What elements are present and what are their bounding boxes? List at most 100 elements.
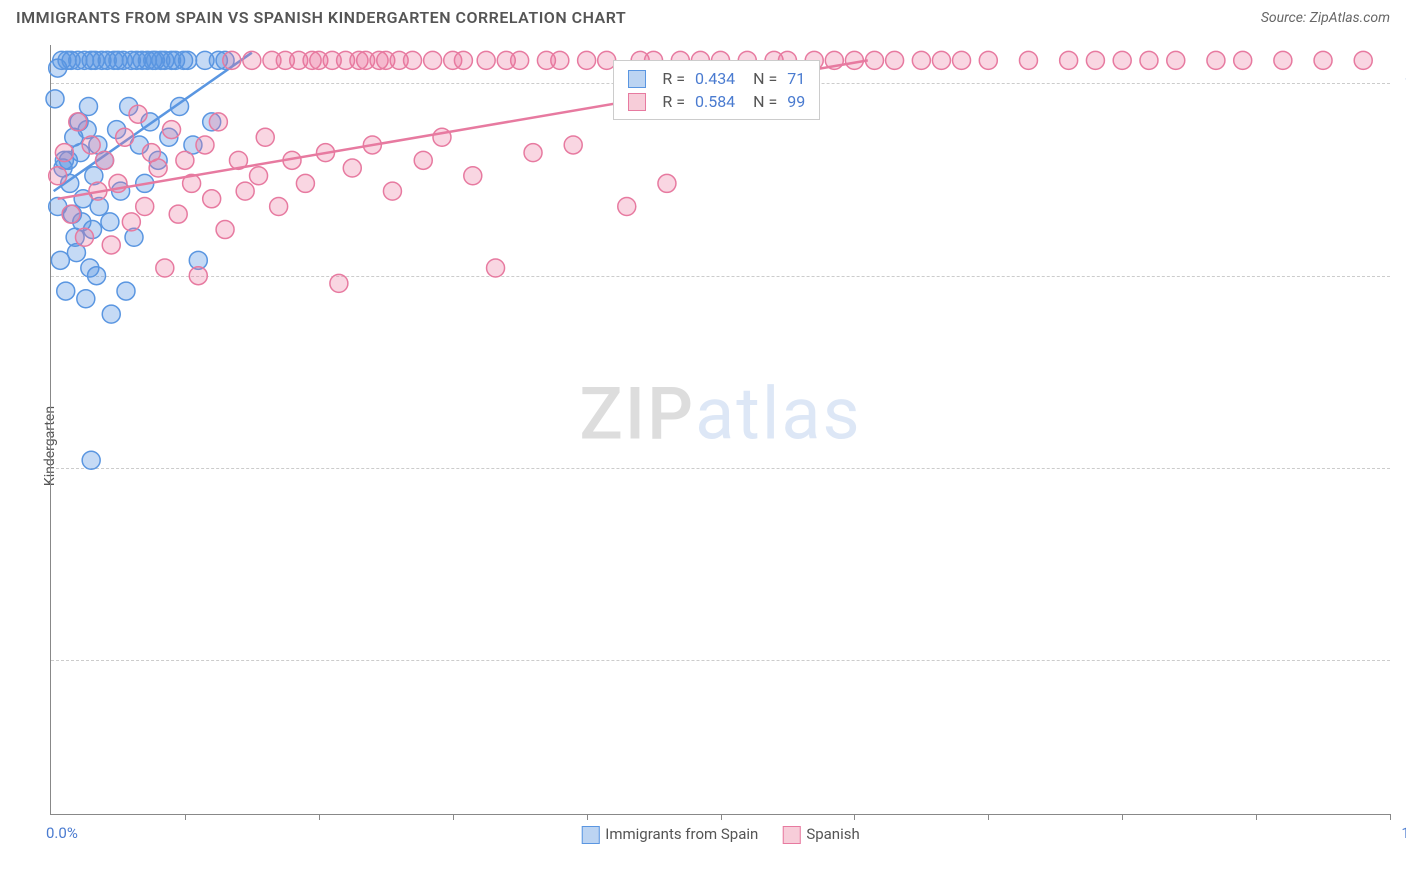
- scatter-point: [524, 144, 542, 162]
- chart-title: IMMIGRANTS FROM SPAIN VS SPANISH KINDERG…: [16, 8, 626, 27]
- scatter-point: [1019, 51, 1037, 69]
- scatter-point: [1234, 51, 1252, 69]
- scatter-point: [618, 197, 636, 215]
- legend-n-label: N =: [745, 92, 777, 111]
- x-tick: [1256, 814, 1257, 820]
- scatter-point: [511, 51, 529, 69]
- scatter-point: [578, 51, 596, 69]
- scatter-point: [953, 51, 971, 69]
- scatter-point: [256, 128, 274, 146]
- legend-n-value-immigrants: 71: [787, 69, 805, 88]
- bottom-swatch-spanish: [782, 826, 800, 844]
- scatter-point: [1314, 51, 1332, 69]
- x-tick: [587, 814, 588, 820]
- scatter-point: [82, 136, 100, 154]
- bottom-legend-item-immigrants: Immigrants from Spain: [581, 825, 758, 844]
- scatter-point: [932, 51, 950, 69]
- bottom-legend: Immigrants from Spain Spanish: [581, 825, 860, 844]
- scatter-point: [658, 174, 676, 192]
- legend-swatch-immigrants: [628, 70, 646, 88]
- scatter-point: [117, 282, 135, 300]
- legend-n-label: N =: [745, 69, 777, 88]
- y-tick-label: 95.0%: [1395, 460, 1406, 476]
- scatter-point: [96, 151, 114, 169]
- scatter-point: [296, 174, 314, 192]
- scatter-point: [979, 51, 997, 69]
- x-tick: [988, 814, 989, 820]
- scatter-point: [81, 259, 99, 277]
- x-tick: [319, 814, 320, 820]
- legend-r-label: R =: [662, 69, 685, 88]
- scatter-point: [57, 282, 75, 300]
- scatter-point: [1086, 51, 1104, 69]
- scatter-point: [551, 51, 569, 69]
- scatter-point: [886, 51, 904, 69]
- scatter-point: [236, 182, 254, 200]
- legend-swatch-spanish: [628, 93, 646, 111]
- scatter-point: [129, 105, 147, 123]
- scatter-point: [1140, 51, 1158, 69]
- scatter-point: [136, 197, 154, 215]
- scatter-point: [454, 51, 472, 69]
- scatter-point: [216, 221, 234, 239]
- x-tick: [721, 814, 722, 820]
- y-tick-label: 92.5%: [1395, 652, 1406, 668]
- scatter-point: [149, 159, 167, 177]
- y-tick-label: 100.0%: [1395, 75, 1406, 91]
- scatter-point: [179, 51, 197, 69]
- scatter-point: [75, 228, 93, 246]
- scatter-point: [414, 151, 432, 169]
- scatter-point: [1167, 51, 1185, 69]
- scatter-point: [51, 251, 69, 269]
- scatter-point: [564, 136, 582, 154]
- legend-n-value-spanish: 99: [787, 92, 805, 111]
- scatter-point: [82, 451, 100, 469]
- scatter-point: [209, 113, 227, 131]
- x-tick: [1390, 814, 1391, 820]
- scatter-point: [383, 182, 401, 200]
- scatter-point: [203, 190, 221, 208]
- scatter-point: [176, 151, 194, 169]
- scatter-point: [330, 274, 348, 292]
- scatter-point: [101, 213, 119, 231]
- scatter-point: [69, 113, 87, 131]
- scatter-svg: [51, 45, 1390, 814]
- scatter-point: [77, 290, 95, 308]
- legend-r-value-immigrants: 0.434: [695, 69, 735, 88]
- scatter-point: [865, 51, 883, 69]
- scatter-point: [1113, 51, 1131, 69]
- scatter-point: [424, 51, 442, 69]
- scatter-point: [243, 51, 261, 69]
- bottom-swatch-immigrants: [581, 826, 599, 844]
- x-tick: [185, 814, 186, 820]
- scatter-point: [464, 167, 482, 185]
- bottom-label-spanish: Spanish: [806, 825, 859, 843]
- scatter-point: [250, 167, 268, 185]
- scatter-point: [79, 98, 97, 116]
- scatter-point: [223, 51, 241, 69]
- scatter-point: [169, 205, 187, 223]
- chart-plot-area: ZIPatlas R = 0.434 N = 71 R = 0.584 N = …: [50, 45, 1390, 815]
- x-tick: [1122, 814, 1123, 820]
- scatter-point: [163, 121, 181, 139]
- scatter-point: [1207, 51, 1225, 69]
- scatter-point: [487, 259, 505, 277]
- scatter-point: [122, 213, 140, 231]
- scatter-point: [1060, 51, 1078, 69]
- scatter-point: [49, 167, 67, 185]
- scatter-point: [343, 159, 361, 177]
- legend-r-value-spanish: 0.584: [695, 92, 735, 111]
- legend-row-spanish: R = 0.584 N = 99: [628, 90, 805, 113]
- scatter-point: [46, 90, 64, 108]
- x-max-label: 100.0%: [1401, 824, 1406, 842]
- legend-row-immigrants: R = 0.434 N = 71: [628, 67, 805, 90]
- scatter-point: [912, 51, 930, 69]
- scatter-point: [55, 144, 73, 162]
- x-tick: [854, 814, 855, 820]
- scatter-point: [116, 128, 134, 146]
- legend-r-label: R =: [662, 92, 685, 111]
- scatter-point: [404, 51, 422, 69]
- bottom-legend-item-spanish: Spanish: [782, 825, 859, 844]
- scatter-point: [102, 305, 120, 323]
- scatter-point: [477, 51, 495, 69]
